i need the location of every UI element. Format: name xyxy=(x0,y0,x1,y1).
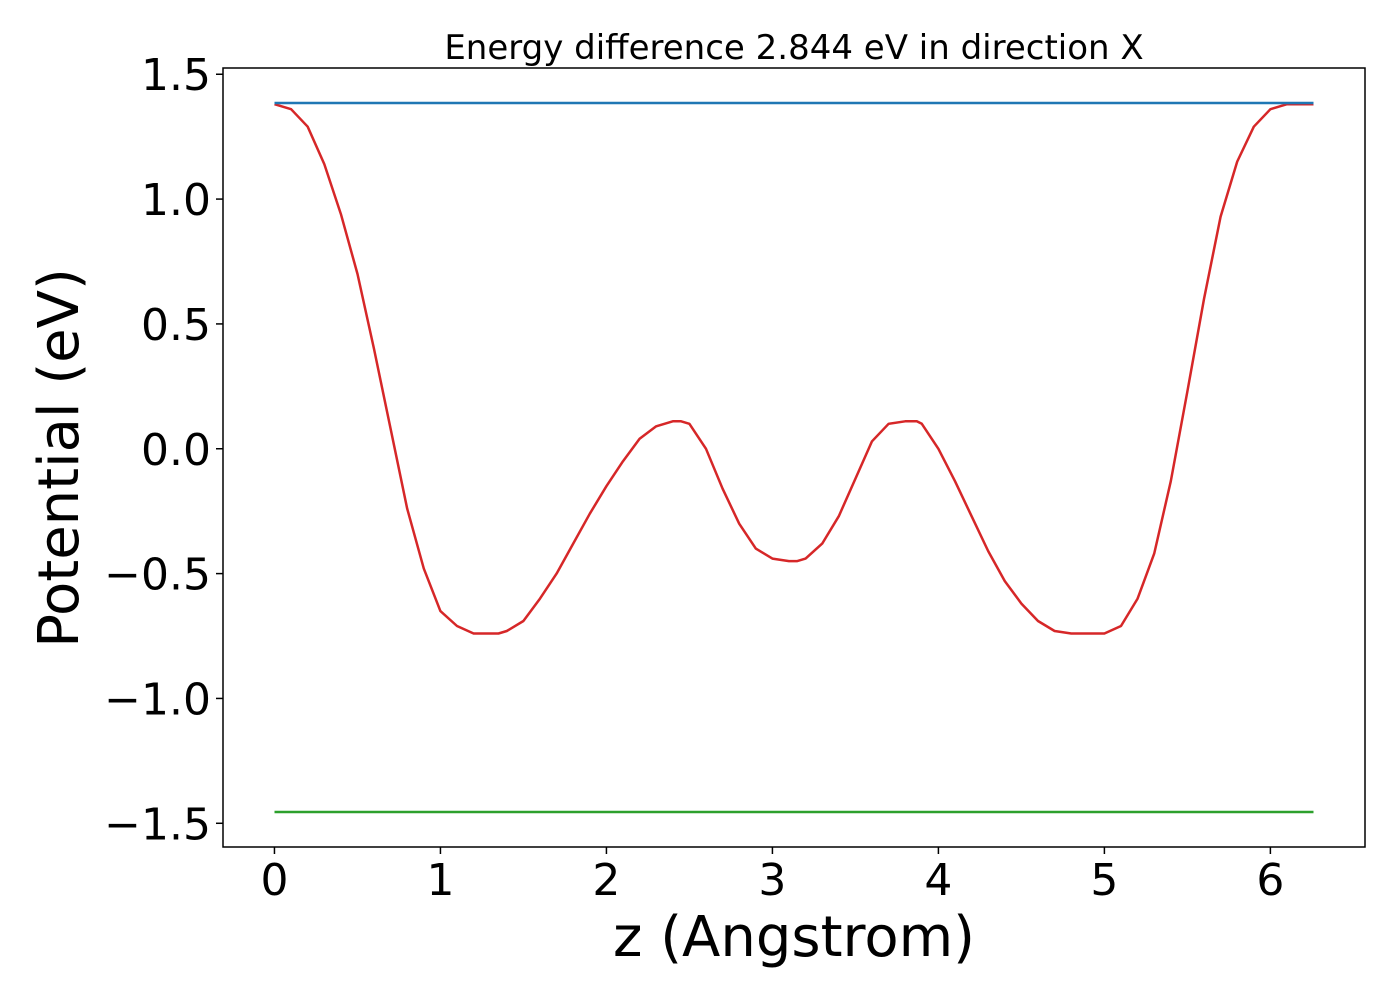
chart-title: Energy difference 2.844 eV in direction … xyxy=(444,28,1143,68)
x-tick-label: 0 xyxy=(260,855,288,906)
y-tick-label: 0.5 xyxy=(141,300,211,351)
potential-curve xyxy=(274,102,1314,635)
y-axis-label: Potential (eV) xyxy=(27,268,92,648)
x-axis-label: z (Angstrom) xyxy=(613,905,975,970)
x-tick-label: 1 xyxy=(426,855,454,906)
y-tick-label: −0.5 xyxy=(104,550,211,601)
x-axis-ticks: 0 1 2 3 4 5 6 xyxy=(260,847,1284,906)
y-tick-label: 1.5 xyxy=(141,50,211,101)
y-tick-label: −1.0 xyxy=(104,674,211,725)
plot-frame xyxy=(222,67,1366,848)
y-tick-label: 0.0 xyxy=(141,425,211,476)
x-tick-label: 6 xyxy=(1256,855,1284,906)
y-tick-label: −1.5 xyxy=(104,799,211,850)
x-tick-label: 5 xyxy=(1090,855,1118,906)
x-tick-label: 2 xyxy=(592,855,620,906)
x-tick-label: 4 xyxy=(924,855,952,906)
y-tick-label: 1.0 xyxy=(141,175,211,226)
x-tick-label: 3 xyxy=(758,855,786,906)
y-axis-ticks: 1.5 1.0 0.5 0.0 −0.5 −1.0 −1.5 xyxy=(104,50,223,850)
series-layer xyxy=(274,101,1314,814)
